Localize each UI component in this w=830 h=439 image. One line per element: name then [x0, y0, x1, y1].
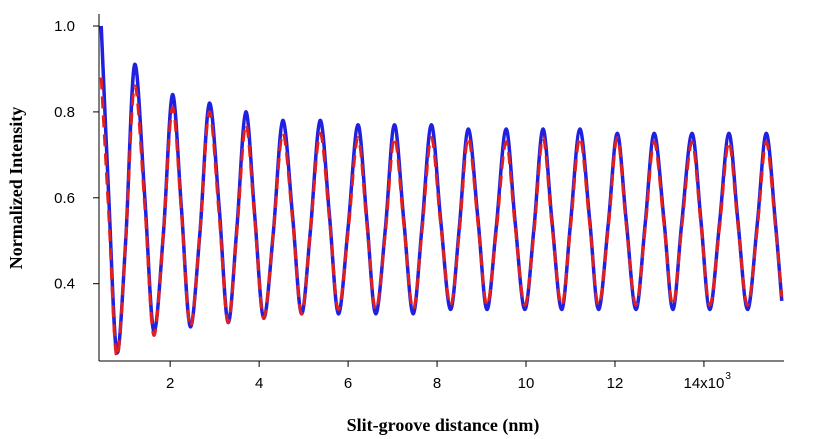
y-tick-label: 0.8 [54, 104, 75, 121]
x-ticks: 2 4 6 8 10 12 14x10 3 [166, 361, 731, 392]
x-tick-label: 2 [166, 375, 174, 392]
x-tick-label: 8 [433, 375, 441, 392]
plot-area: 2 4 6 8 10 12 14x10 3 0.4 0.6 0.8 1.0 [54, 14, 784, 392]
series-line-2 [99, 77, 784, 359]
x-tick-label: 12 [607, 375, 624, 392]
x-tick-label: 4 [255, 375, 263, 392]
x-axis-title: Slit-groove distance (nm) [347, 415, 540, 436]
y-tick-label: 1.0 [54, 18, 75, 35]
x-tick-exponent: 3 [725, 371, 731, 382]
series-layer [99, 25, 784, 359]
y-axis-title: Normalized Intensity [6, 107, 26, 269]
x-tick-label: 14x10 [683, 375, 724, 392]
y-ticks: 0.4 0.6 0.8 1.0 [54, 18, 99, 293]
y-tick-label: 0.4 [54, 276, 75, 293]
x-tick-label: 6 [344, 375, 352, 392]
y-tick-label: 0.6 [54, 190, 75, 207]
x-tick-label: 10 [518, 375, 535, 392]
